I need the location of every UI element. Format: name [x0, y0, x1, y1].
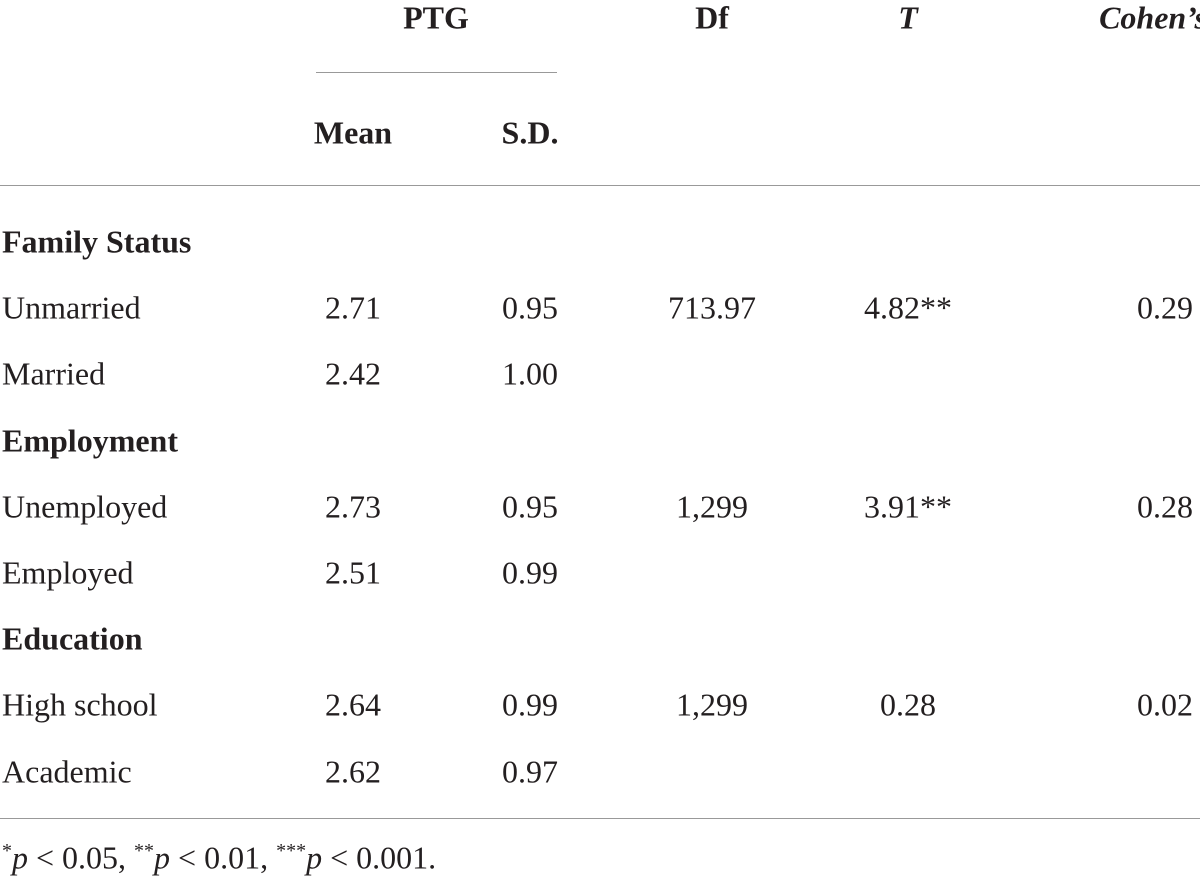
row-label: Unmarried — [2, 289, 141, 326]
cell: 2.64 — [325, 686, 381, 723]
cell: 1,299 — [676, 686, 748, 723]
footnote-sig: *** — [276, 839, 307, 862]
section-title: Education — [2, 620, 143, 657]
cell: 713.97 — [668, 289, 756, 326]
cell: 0.99 — [502, 686, 558, 723]
rule — [0, 818, 1200, 819]
row-label: Academic — [2, 753, 132, 790]
footnote-sig: ** — [134, 839, 155, 862]
footnote: *p < 0.05, **p < 0.01, ***p < 0.001. — [2, 840, 436, 877]
footnote-text: < 0.05, — [28, 839, 135, 876]
cell: 0.97 — [502, 753, 558, 790]
cell: 0.95 — [502, 488, 558, 525]
footnote-sig: * — [2, 839, 12, 862]
cell: 2.62 — [325, 753, 381, 790]
footnote-text: < 0.001. — [322, 839, 437, 876]
rule — [316, 72, 557, 73]
cell: 0.28 — [880, 686, 936, 723]
section-title: Employment — [2, 422, 178, 459]
group-header: PTG — [403, 0, 469, 36]
cell: 0.28 — [1137, 488, 1193, 525]
cell: 2.51 — [325, 554, 381, 591]
cell: 2.73 — [325, 488, 381, 525]
cell: 0.99 — [502, 554, 558, 591]
footnote-text: < 0.01, — [170, 839, 277, 876]
footnote-var: p — [154, 839, 171, 876]
row-label: Unemployed — [2, 488, 168, 525]
footnote-var: p — [306, 839, 323, 876]
cell: 1,299 — [676, 488, 748, 525]
rule — [0, 185, 1200, 186]
row-label: Employed — [2, 554, 134, 591]
cell: 2.71 — [325, 289, 381, 326]
cell: 4.82** — [864, 289, 952, 326]
column-header: Df — [695, 0, 729, 36]
footnote-var: p — [12, 839, 28, 876]
column-header: Cohen’s d — [1099, 0, 1200, 36]
section-title: Family Status — [2, 223, 192, 260]
cell: 0.95 — [502, 289, 558, 326]
cell: 0.29 — [1137, 289, 1193, 326]
subcolumn-header: S.D. — [501, 114, 559, 151]
column-header: T — [898, 0, 918, 36]
row-label: High school — [2, 686, 158, 723]
cell: 2.42 — [325, 355, 381, 392]
row-label: Married — [2, 355, 106, 392]
subcolumn-header: Mean — [313, 114, 393, 151]
cell: 0.02 — [1137, 686, 1193, 723]
cell: 3.91** — [864, 488, 952, 525]
cell: 1.00 — [502, 355, 558, 392]
